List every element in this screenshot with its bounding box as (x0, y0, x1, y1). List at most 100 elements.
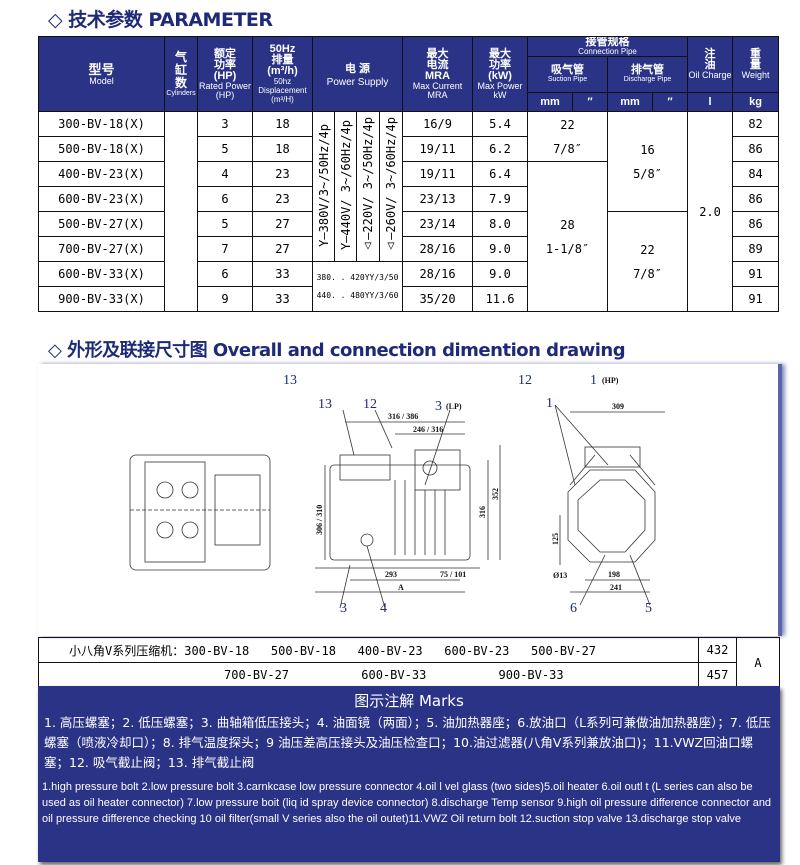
parameter-section-title: ◇ 技术参数 PARAMETER (48, 9, 273, 31)
compressor-top-view (129, 454, 271, 571)
cell-model: 700-BV-27(X) (38, 236, 165, 262)
dim-293: 293 (385, 570, 397, 579)
cell-model: 400-BV-23(X) (38, 161, 165, 187)
dimension-table: 小八角V系列压缩机：300-BV-18 500-BV-18 400-BV-23 … (38, 637, 780, 688)
cell-power-supply: △—260V/ 3~/60Hz/4p (378, 111, 404, 262)
cell-max-power: 6.2 (472, 136, 529, 162)
cell-displacement: 33 (252, 286, 313, 312)
cell-model: 300-BV-18(X) (38, 111, 165, 137)
cell-max-current: 19/11 (402, 136, 474, 162)
table-row: 300-BV-18(X) 3 18 Y—380V/3~/50Hz/4p Y—440V/ … (38, 111, 780, 312)
compressor-front-view (554, 404, 665, 606)
cell-power-supply: Y—380V/3~/50Hz/4p (312, 111, 335, 262)
table-row: 500-BV-18(X) 5 18 19/11 6.2 86 (38, 136, 780, 162)
power-supply-text: Y—440V/ 3~/60Hz/4p (338, 119, 353, 251)
cell-max-power: 9.0 (472, 261, 529, 287)
label-4: 4 (380, 601, 387, 616)
label-lp: (LP) (446, 402, 462, 411)
cell-max-current: 23/14 (402, 211, 474, 237)
header-displacement: 50Hz 排量 (m³/h) 50hz Displacement (m³/H) (252, 36, 313, 112)
header-max-power: 最大功率 (kW) Max Power kW (472, 36, 529, 112)
dim-246-316: 246 / 316 (413, 425, 443, 434)
header-max-power-en-unit: kW (493, 89, 507, 100)
dim-316-386: 316 / 386 (388, 412, 418, 421)
label-3-lp: 3 (435, 399, 442, 414)
cell-max-power: 5.4 (472, 111, 529, 137)
marks-english: 1.high pressure bolt 2.low pressure bolt… (42, 781, 772, 825)
header-rated-power-unit: (HP) (213, 69, 237, 82)
cell-model: 500-BV-27(X) (38, 211, 165, 237)
dim-352: 352 (491, 488, 500, 500)
header-displacement-hz: 50Hz (269, 43, 296, 55)
cell-max-current: 28/16 (402, 236, 474, 262)
cell-suction: 22 7/8″ (527, 111, 609, 162)
dimension-drawing: 13 12 1 13 12 3 3 4 1 6 5 (HP) (LP) 316 … (38, 364, 782, 636)
parameter-table: 型号 Model 气缸数 Cylinders 额定功率 (HP) Rated Power… (38, 36, 780, 312)
dimension-row-2: 700-BV-27 600-BV-33 900-BV-33 (38, 662, 699, 688)
cell-weight: 86 (732, 136, 780, 162)
table-row: 500-BV-27(X) 5 27 23/14 8.0 22 7/8″ 86 (38, 211, 780, 312)
unit-mm: mm (527, 92, 574, 112)
header-max-current-cn: 最大电流 (426, 47, 449, 71)
header-oil-en: Oil Charge (688, 70, 732, 80)
table-row: 600-BV-33(X) 6 33 380. . 420YY/3/50 440. . 4… (38, 261, 780, 312)
header-model: 型号 Model (38, 36, 165, 112)
unit-inch: ″ (652, 92, 689, 112)
label-13: 13 (318, 397, 332, 412)
cell-max-current: 16/9 (402, 111, 474, 137)
header-max-power-unit: (kW) (488, 69, 512, 82)
header-displacement-en: 50hz Displacement (258, 77, 307, 95)
cell-max-power: 6.4 (472, 161, 529, 187)
dim-306-310: 306 / 310 (315, 505, 324, 535)
header-max-current-en-unit: MRA (427, 89, 448, 100)
cell-power-supply: △—220V/ 3~/50Hz/4p (356, 111, 380, 262)
header-weight-en: Weight (741, 70, 770, 80)
dimension-row-1: 小八角V系列压缩机：300-BV-18 500-BV-18 400-BV-23 … (38, 637, 699, 663)
table-row: 900-BV-33(X) 9 33 35/20 11.6 91 (38, 286, 780, 312)
cell-hp: 9 (197, 286, 253, 312)
label-12: 12 (363, 397, 377, 412)
label-1: 1 (546, 396, 553, 411)
header-rated-power-cn: 额定功率 (214, 47, 236, 71)
header-cylinders-cn: 气缸数 (175, 49, 188, 90)
table-row: 700-BV-27(X) 7 27 28/16 9.0 89 (38, 236, 780, 262)
header-discharge: 排气管 Discharge Pipe (607, 56, 689, 93)
dimension-value-432: 432 (698, 637, 737, 663)
header-suction: 吸气管 Suction Pipe (527, 56, 609, 93)
pipe-mm: 22 (560, 117, 575, 132)
header-connection-cn: 接管规格 (585, 36, 630, 48)
header-cylinders: 气缸数 Cylinders (164, 36, 198, 112)
cell-displacement: 18 (252, 111, 313, 137)
cell-weight: 84 (732, 161, 780, 187)
header-oil-cn: 注油 (704, 48, 716, 71)
power-supply-50: 380. . 420YY/3/50 (316, 272, 399, 282)
cell-weight: 91 (732, 261, 780, 287)
dimension-value-457: 457 (698, 662, 737, 688)
cell-hp: 6 (197, 186, 253, 212)
dim-125: 125 (551, 533, 560, 545)
header-max-current-unit: MRA (424, 69, 451, 82)
pipe-inch: 5/8″ (633, 166, 662, 181)
unit-liter: l (687, 92, 734, 112)
cell-model: 600-BV-33(X) (38, 261, 165, 287)
header-power-supply-en: Power Supply (326, 76, 389, 88)
dim-198: 198 (608, 570, 620, 579)
header-weight: 重量 Weight (732, 36, 780, 93)
cell-max-current: 23/13 (402, 186, 474, 212)
header-rated-power: 额定功率 (HP) Rated Power (HP) (197, 36, 253, 112)
header-cylinders-en: Cylinders (166, 89, 196, 97)
header-connection-en: Connection Pipe (578, 47, 637, 56)
dimension-column-a: A (736, 637, 780, 688)
unit-kg: kg (732, 92, 780, 112)
dim-75-101: 75 / 101 (440, 570, 466, 579)
cell-hp: 4 (197, 161, 253, 187)
power-supply-text: △—220V/ 3~/50Hz/4p (361, 116, 375, 254)
dim-241: 241 (610, 583, 622, 592)
table-row: 600-BV-23(X) 6 23 23/13 7.9 86 (38, 186, 780, 212)
marks-title: 图示注解 Marks (354, 692, 464, 710)
dim-a: A (398, 583, 404, 592)
label-13-top: 13 (283, 373, 297, 388)
header-suction-cn: 吸气管 (551, 64, 585, 76)
marks-chinese: 1. 高压螺塞；2. 低压螺塞；3. 曲轴箱低压接头；4. 油面镜（两面）；5.… (44, 715, 771, 770)
header-displacement-en-unit: (m³/H) (271, 95, 294, 104)
